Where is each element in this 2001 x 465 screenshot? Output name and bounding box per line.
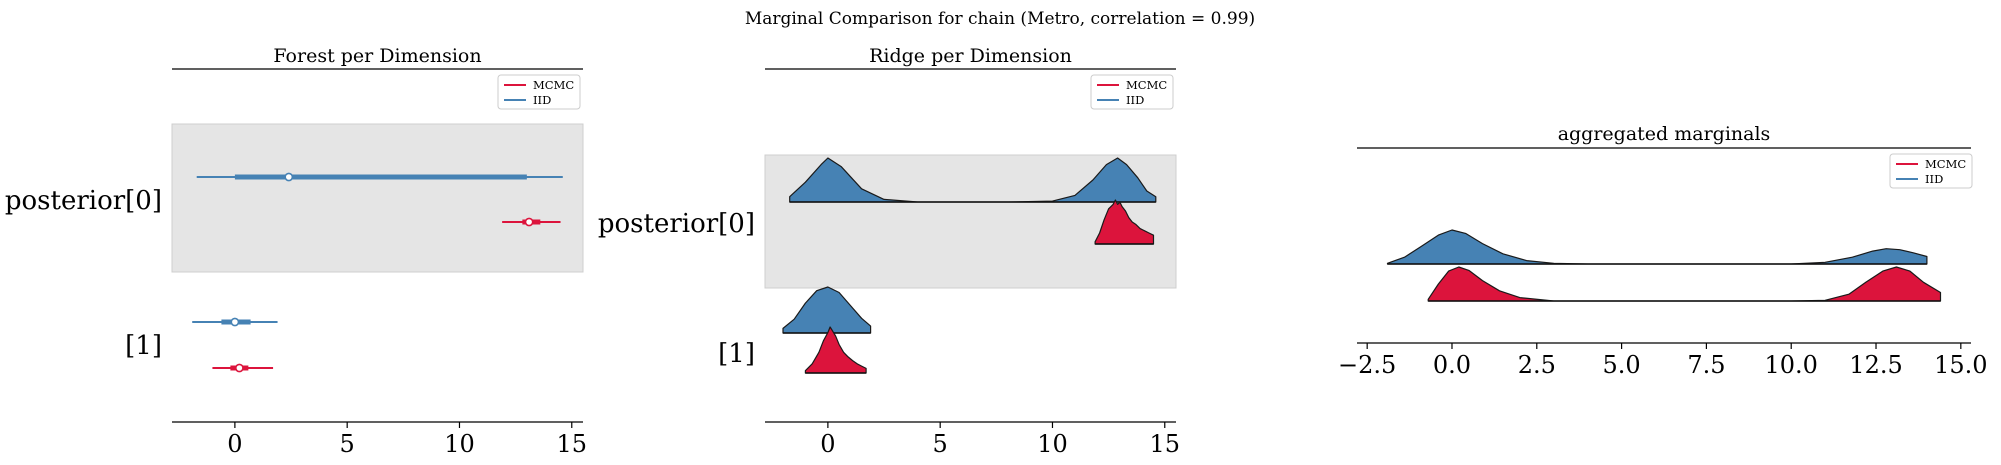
x-tick-label: 0 (820, 430, 835, 458)
x-tick-label: 10.0 (1764, 351, 1817, 379)
panel-1: Forest per Dimension posterior[0] [1] MCMCI… (5, 45, 587, 458)
figure-suptitle: Marginal Comparison for chain (Metro, co… (745, 9, 1255, 29)
panel-title: aggregated marginals (1558, 123, 1771, 145)
density-ridge (804, 326, 867, 374)
density-ridge (1094, 199, 1155, 245)
median-point (230, 317, 240, 327)
median-point (284, 172, 294, 182)
x-tick-label: 0.0 (1433, 351, 1471, 379)
median-point (234, 363, 244, 373)
x-tick-label: 5 (933, 430, 948, 458)
legend-label: MCMC (1126, 78, 1167, 92)
x-tick-label: −2.5 (1338, 351, 1396, 379)
density-ridge (1386, 229, 1928, 265)
x-tick-label: 15 (1149, 430, 1180, 458)
panel-title: Forest per Dimension (273, 45, 481, 67)
x-tick-label: 10 (1037, 430, 1068, 458)
x-tick-label: 15 (556, 430, 587, 458)
x-tick-label: 10 (444, 430, 475, 458)
row-band (171, 123, 584, 273)
x-tick-label: 5.0 (1603, 351, 1641, 379)
legend-label: IID (533, 93, 551, 107)
row-label: [1] (125, 331, 162, 361)
x-tick-label: 5 (340, 430, 355, 458)
legend-label: MCMC (1925, 157, 1966, 171)
x-tick-label: 12.5 (1849, 351, 1902, 379)
row-label: [1] (718, 339, 755, 369)
x-tick-label: 2.5 (1518, 351, 1556, 379)
row-label: posterior[0] (5, 186, 162, 216)
legend-label: IID (1126, 93, 1144, 107)
x-tick-label: 7.5 (1687, 351, 1725, 379)
density-ridge (1427, 266, 1942, 302)
panels: Forest per Dimensionposterior[0][1]MCMCI… (5, 45, 1988, 458)
panel-title: Ridge per Dimension (869, 45, 1072, 67)
panel-2: Ridge per Dimension posterior[0] [1] MCMCII… (598, 45, 1180, 458)
median-point (524, 217, 534, 227)
density-ridge (782, 286, 872, 334)
legend-label: IID (1925, 172, 1943, 186)
x-tick-label: 0 (227, 430, 242, 458)
x-tick-label: 15.0 (1934, 351, 1987, 379)
row-label: posterior[0] (598, 209, 755, 239)
legend-label: MCMC (533, 78, 574, 92)
